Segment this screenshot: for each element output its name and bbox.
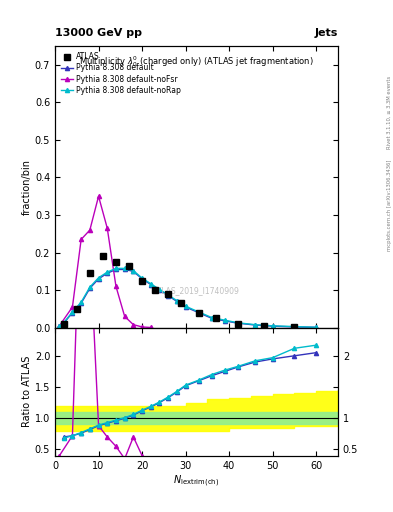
Pythia 8.308 default [292,324,297,330]
ATLAS [74,306,79,312]
Line: Pythia 8.308 default: Pythia 8.308 default [57,267,318,329]
Pythia 8.308 default [79,300,83,306]
Pythia 8.308 default [61,320,66,326]
Pythia 8.308 default [222,318,227,324]
Text: mcplots.cern.ch [arXiv:1306.3436]: mcplots.cern.ch [arXiv:1306.3436] [387,159,391,250]
Pythia 8.308 default [57,323,62,329]
Line: ATLAS: ATLAS [61,253,297,330]
Pythia 8.308 default-noFsr [131,322,136,328]
Pythia 8.308 default-noRap [253,322,258,328]
Pythia 8.308 default [174,298,179,305]
ATLAS [114,259,118,265]
Pythia 8.308 default-noRap [79,299,83,305]
Legend: ATLAS, Pythia 8.308 default, Pythia 8.308 default-noFsr, Pythia 8.308 default-no: ATLAS, Pythia 8.308 default, Pythia 8.30… [59,50,184,97]
Pythia 8.308 default-noRap [105,269,110,275]
Pythia 8.308 default-noRap [122,265,127,271]
Pythia 8.308 default-noFsr [140,324,145,330]
Pythia 8.308 default-noRap [183,303,188,309]
ATLAS [61,321,66,327]
Pythia 8.308 default-noRap [270,323,275,329]
Pythia 8.308 default-noRap [235,319,240,326]
Y-axis label: Ratio to ATLAS: Ratio to ATLAS [22,356,32,428]
Pythia 8.308 default-noRap [88,284,92,290]
Text: Jets: Jets [315,28,338,38]
Pythia 8.308 default-noFsr [114,283,118,289]
Text: Multiplicity $\lambda_0^0$ (charged only) (ATLAS jet fragmentation): Multiplicity $\lambda_0^0$ (charged only… [79,55,314,70]
Pythia 8.308 default [88,285,92,291]
ATLAS [166,291,171,297]
Pythia 8.308 default [114,266,118,272]
Pythia 8.308 default-noFsr [149,325,153,331]
ATLAS [214,315,219,322]
Pythia 8.308 default-noRap [140,275,145,281]
ATLAS [262,323,266,329]
Pythia 8.308 default [314,324,319,330]
ATLAS [235,321,240,327]
Pythia 8.308 default [183,304,188,310]
Y-axis label: fraction/bin: fraction/bin [22,159,32,215]
Pythia 8.308 default [209,315,214,322]
Pythia 8.308 default [70,310,75,316]
Pythia 8.308 default-noRap [166,292,171,298]
Pythia 8.308 default-noFsr [96,193,101,199]
Pythia 8.308 default-noFsr [122,313,127,319]
Text: Rivet 3.1.10, ≥ 3.3M events: Rivet 3.1.10, ≥ 3.3M events [387,76,391,150]
Pythia 8.308 default [157,287,162,293]
Pythia 8.308 default-noFsr [57,323,62,329]
Pythia 8.308 default-noFsr [79,237,83,243]
ATLAS [196,310,201,316]
Line: Pythia 8.308 default-noRap: Pythia 8.308 default-noRap [57,266,318,329]
Pythia 8.308 default [166,293,171,299]
Pythia 8.308 default-noFsr [88,227,92,233]
ATLAS [153,287,158,293]
Pythia 8.308 default-noRap [61,319,66,326]
Pythia 8.308 default-noRap [314,324,319,330]
Pythia 8.308 default-noRap [96,274,101,281]
Pythia 8.308 default-noRap [149,281,153,287]
Pythia 8.308 default [96,276,101,282]
Text: 13000 GeV pp: 13000 GeV pp [55,28,142,38]
X-axis label: $N_{\mathrm{lextrim(ch)}}$: $N_{\mathrm{lextrim(ch)}}$ [173,473,220,489]
Pythia 8.308 default-noRap [292,324,297,330]
Pythia 8.308 default-noFsr [105,225,110,231]
Text: ATLAS_2019_I1740909: ATLAS_2019_I1740909 [153,287,240,295]
Pythia 8.308 default [131,268,136,274]
Pythia 8.308 default-noRap [57,323,62,329]
Pythia 8.308 default-noFsr [70,304,75,310]
Pythia 8.308 default-noRap [157,286,162,292]
Pythia 8.308 default [270,323,275,329]
Pythia 8.308 default-noRap [209,314,214,321]
ATLAS [179,300,184,306]
Pythia 8.308 default-noRap [131,268,136,274]
Pythia 8.308 default [105,270,110,276]
Line: Pythia 8.308 default-noFsr: Pythia 8.308 default-noFsr [57,194,153,330]
ATLAS [101,253,105,260]
Pythia 8.308 default [235,320,240,326]
Pythia 8.308 default-noRap [222,317,227,323]
ATLAS [292,324,297,330]
ATLAS [88,270,92,276]
ATLAS [127,263,131,269]
Pythia 8.308 default [140,276,145,282]
Pythia 8.308 default [122,266,127,272]
Pythia 8.308 default [253,322,258,328]
Pythia 8.308 default [196,310,201,316]
Pythia 8.308 default-noRap [114,265,118,271]
Pythia 8.308 default-noRap [174,297,179,304]
Pythia 8.308 default [149,282,153,288]
Pythia 8.308 default-noRap [196,309,201,315]
ATLAS [140,278,145,284]
Pythia 8.308 default-noRap [70,309,75,315]
